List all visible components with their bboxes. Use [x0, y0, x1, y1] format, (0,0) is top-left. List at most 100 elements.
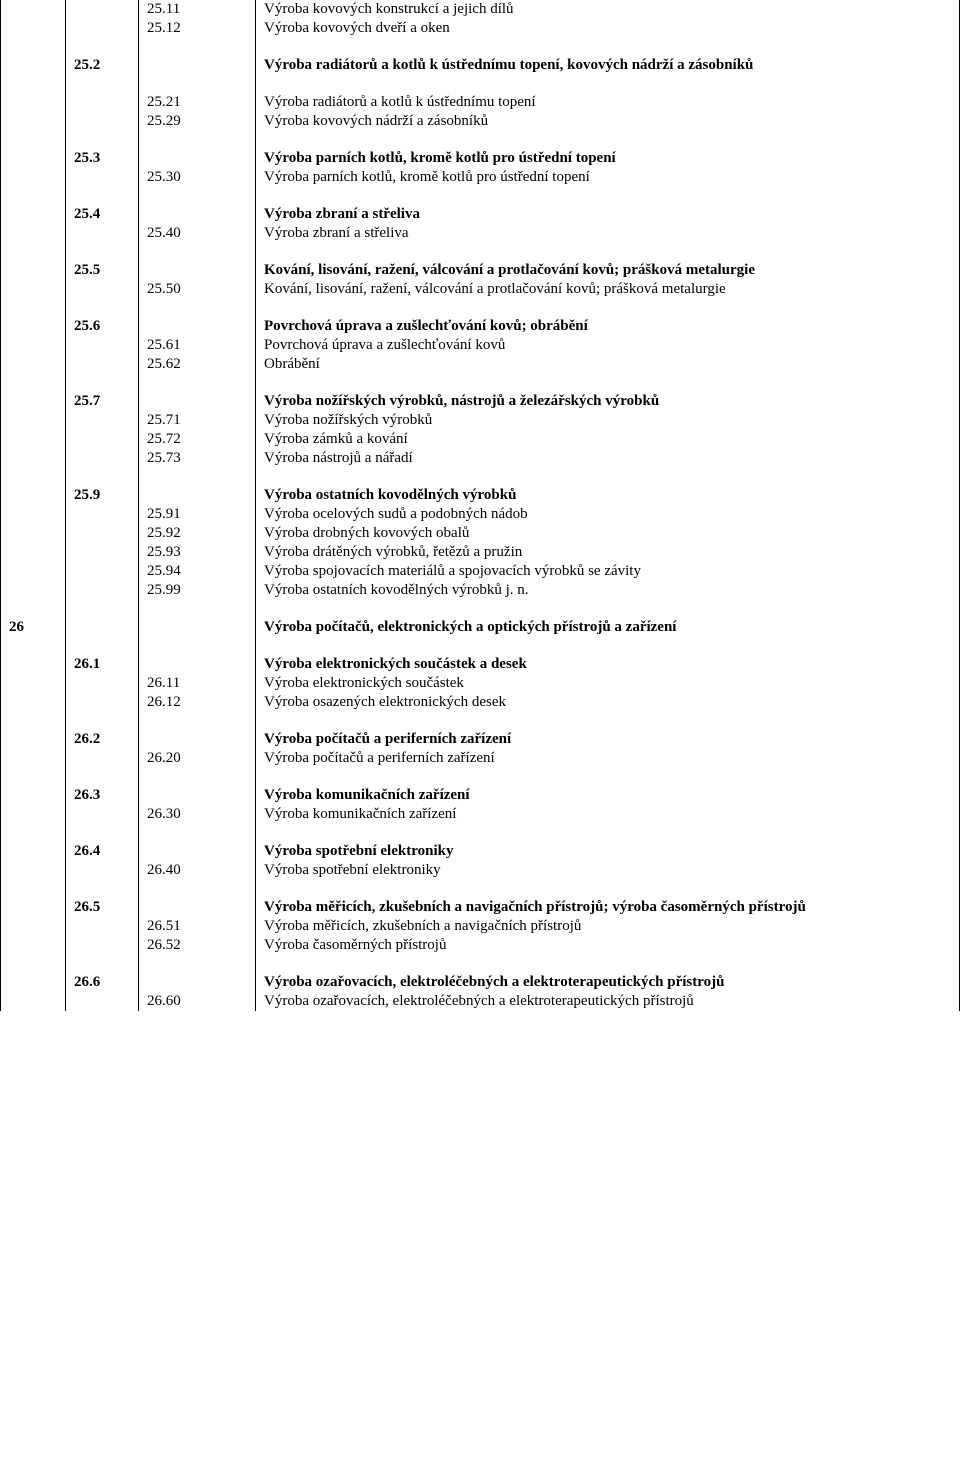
description: Výroba nožířských výrobků, nástrojů a že… [256, 392, 960, 411]
description: Výroba počítačů, elektronických a optick… [256, 618, 960, 637]
description: Výroba kovových konstrukcí a jejich dílů [256, 0, 960, 19]
spacer-cell [1, 768, 66, 786]
code-level-3: 25.11 [139, 0, 256, 19]
spacer-cell [139, 299, 256, 317]
description: Výroba komunikačních zařízení [256, 805, 960, 824]
code-level-2 [66, 562, 139, 581]
code-level-1 [1, 317, 66, 336]
code-level-1 [1, 917, 66, 936]
spacer-cell [256, 38, 960, 56]
code-level-1 [1, 730, 66, 749]
code-level-3: 26.20 [139, 749, 256, 768]
description: Výroba drátěných výrobků, řetězů a pruži… [256, 543, 960, 562]
spacer-cell [1, 131, 66, 149]
code-level-1 [1, 655, 66, 674]
spacer-cell [139, 243, 256, 261]
code-level-1 [1, 973, 66, 992]
description: Výroba časoměrných přístrojů [256, 936, 960, 955]
code-level-3 [139, 842, 256, 861]
code-level-1 [1, 674, 66, 693]
code-level-2 [66, 917, 139, 936]
description: Výroba kovových nádrží a zásobníků [256, 112, 960, 131]
table-row: 25.62Obrábění [1, 355, 960, 374]
code-level-3: 26.30 [139, 805, 256, 824]
spacer-cell [139, 187, 256, 205]
spacer-cell [139, 637, 256, 655]
table-row: 25.93Výroba drátěných výrobků, řetězů a … [1, 543, 960, 562]
table-row [1, 187, 960, 205]
code-level-1 [1, 336, 66, 355]
code-level-3: 25.40 [139, 224, 256, 243]
code-level-1 [1, 19, 66, 38]
table-row: 26.5Výroba měřicích, zkušebních a naviga… [1, 898, 960, 917]
code-level-2 [66, 0, 139, 19]
code-level-3: 25.94 [139, 562, 256, 581]
table-row: 26.1Výroba elektronických součástek a de… [1, 655, 960, 674]
code-level-3: 25.93 [139, 543, 256, 562]
code-level-2: 25.2 [66, 56, 139, 75]
code-level-1 [1, 842, 66, 861]
code-level-1 [1, 562, 66, 581]
description: Výroba ostatních kovodělných výrobků [256, 486, 960, 505]
table-row [1, 637, 960, 655]
table-row: 25.71Výroba nožířských výrobků [1, 411, 960, 430]
code-level-3: 26.60 [139, 992, 256, 1011]
table-row: 26.30Výroba komunikačních zařízení [1, 805, 960, 824]
description: Výroba elektronických součástek [256, 674, 960, 693]
code-level-1 [1, 224, 66, 243]
code-level-2: 25.6 [66, 317, 139, 336]
code-level-3 [139, 486, 256, 505]
code-level-2: 25.3 [66, 149, 139, 168]
table-row: 25.7Výroba nožířských výrobků, nástrojů … [1, 392, 960, 411]
code-level-3: 25.21 [139, 93, 256, 112]
code-level-3 [139, 655, 256, 674]
code-level-3 [139, 261, 256, 280]
table-row: 25.72Výroba zámků a kování [1, 430, 960, 449]
table-body: 25.11Výroba kovových konstrukcí a jejich… [1, 0, 960, 1011]
table-row [1, 768, 960, 786]
code-level-3 [139, 56, 256, 75]
code-level-3: 26.40 [139, 861, 256, 880]
code-level-1 [1, 149, 66, 168]
table-row: 25.61Povrchová úprava a zušlechťování ko… [1, 336, 960, 355]
spacer-cell [1, 824, 66, 842]
table-row: 25.73Výroba nástrojů a nářadí [1, 449, 960, 468]
description: Výroba měřicích, zkušebních a navigačníc… [256, 917, 960, 936]
spacer-cell [256, 824, 960, 842]
spacer-cell [66, 824, 139, 842]
code-level-1 [1, 805, 66, 824]
spacer-cell [66, 712, 139, 730]
table-row [1, 824, 960, 842]
code-level-1 [1, 486, 66, 505]
code-level-2: 26.1 [66, 655, 139, 674]
code-level-1 [1, 411, 66, 430]
code-level-2 [66, 336, 139, 355]
code-level-1 [1, 93, 66, 112]
code-level-3: 25.92 [139, 524, 256, 543]
code-level-3 [139, 898, 256, 917]
spacer-cell [66, 131, 139, 149]
code-level-1: 26 [1, 618, 66, 637]
code-level-2: 26.3 [66, 786, 139, 805]
table-row: 26.6Výroba ozařovacích, elektroléčebných… [1, 973, 960, 992]
description: Výroba zbraní a střeliva [256, 224, 960, 243]
code-level-3: 26.12 [139, 693, 256, 712]
spacer-cell [1, 880, 66, 898]
description: Výroba parních kotlů, kromě kotlů pro ús… [256, 168, 960, 187]
table-row: 25.92Výroba drobných kovových obalů [1, 524, 960, 543]
code-level-2 [66, 674, 139, 693]
code-level-1 [1, 392, 66, 411]
spacer-cell [66, 374, 139, 392]
spacer-cell [66, 880, 139, 898]
table-row: 26.3Výroba komunikačních zařízení [1, 786, 960, 805]
classification-table: 25.11Výroba kovových konstrukcí a jejich… [0, 0, 960, 1011]
description: Výroba radiátorů a kotlů k ústřednímu to… [256, 93, 960, 112]
code-level-1 [1, 992, 66, 1011]
table-row [1, 243, 960, 261]
spacer-cell [139, 131, 256, 149]
code-level-1 [1, 524, 66, 543]
spacer-cell [66, 299, 139, 317]
code-level-2 [66, 749, 139, 768]
table-row: 25.50Kování, lisování, ražení, válcování… [1, 280, 960, 299]
code-level-3: 25.62 [139, 355, 256, 374]
